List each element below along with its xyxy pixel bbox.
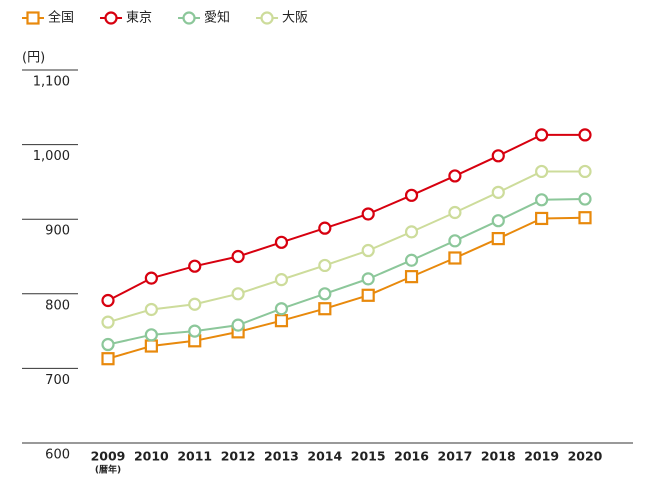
point	[274, 273, 289, 287]
point	[404, 253, 419, 267]
point	[318, 302, 332, 316]
point	[274, 302, 289, 316]
x-tick-label: 2017	[438, 449, 473, 464]
point	[361, 288, 375, 302]
point	[578, 164, 592, 179]
x-tick-label: 2019	[524, 449, 559, 464]
x-axis-label: (暦年)	[95, 464, 121, 476]
point	[318, 287, 332, 301]
point	[491, 185, 505, 199]
x-tick-label: 2014	[307, 449, 342, 464]
point	[578, 192, 592, 206]
point	[491, 214, 505, 228]
x-tick-label: 2012	[221, 449, 256, 464]
point	[361, 207, 375, 221]
point	[101, 293, 115, 308]
point	[578, 211, 592, 225]
x-tick-label: 2020	[568, 449, 603, 464]
point	[535, 128, 549, 142]
point	[231, 318, 245, 332]
point	[404, 225, 419, 239]
point	[404, 188, 419, 202]
legend-label: 大阪	[282, 11, 308, 26]
point	[448, 169, 462, 183]
x-tick-label: 2010	[134, 449, 169, 464]
legend-marker	[260, 11, 274, 25]
y-tick-label: 800	[45, 298, 70, 313]
point	[318, 221, 332, 235]
point	[448, 205, 462, 220]
x-tick-label: 2011	[177, 449, 212, 464]
y-tick-label: 700	[45, 373, 70, 388]
legend-label: 愛知	[204, 10, 230, 26]
point	[144, 302, 158, 317]
point	[231, 287, 245, 301]
x-tick-label: 2013	[264, 449, 299, 464]
point	[491, 149, 505, 163]
point	[274, 314, 289, 328]
point	[448, 234, 462, 248]
point	[188, 297, 202, 311]
x-tick-label: 2016	[394, 449, 429, 464]
legend-marker	[104, 11, 118, 25]
point	[188, 259, 202, 273]
series-line	[107, 133, 585, 302]
y-tick-label: 1,100	[33, 75, 70, 90]
series-line	[107, 170, 585, 324]
point	[361, 272, 375, 286]
point	[144, 328, 158, 342]
point	[578, 128, 592, 142]
point	[491, 231, 505, 246]
x-tick-label: 2018	[481, 449, 516, 464]
point	[144, 271, 158, 285]
point	[448, 251, 462, 265]
series-line	[107, 198, 586, 346]
point	[188, 324, 202, 338]
point	[101, 315, 115, 329]
x-tick-label: 2015	[351, 449, 386, 464]
point	[274, 235, 289, 249]
point	[101, 337, 115, 352]
x-tick-label: 2009	[91, 449, 126, 464]
point	[535, 193, 549, 207]
y-tick-label: 1,000	[33, 149, 70, 164]
legend-label: 全国	[48, 10, 74, 26]
y-tick-label: 600	[45, 448, 70, 463]
point	[318, 258, 332, 273]
legend-marker	[26, 11, 40, 25]
y-tick-label: 900	[45, 224, 70, 239]
point	[535, 164, 549, 179]
y-axis-label: (円)	[22, 51, 45, 66]
point	[101, 352, 115, 366]
point	[404, 270, 419, 284]
legend-label: 東京	[126, 10, 152, 26]
point	[361, 243, 375, 258]
legend-marker	[182, 11, 196, 25]
point	[144, 339, 158, 353]
series-line	[107, 216, 586, 360]
point	[535, 211, 549, 226]
point	[231, 249, 245, 264]
